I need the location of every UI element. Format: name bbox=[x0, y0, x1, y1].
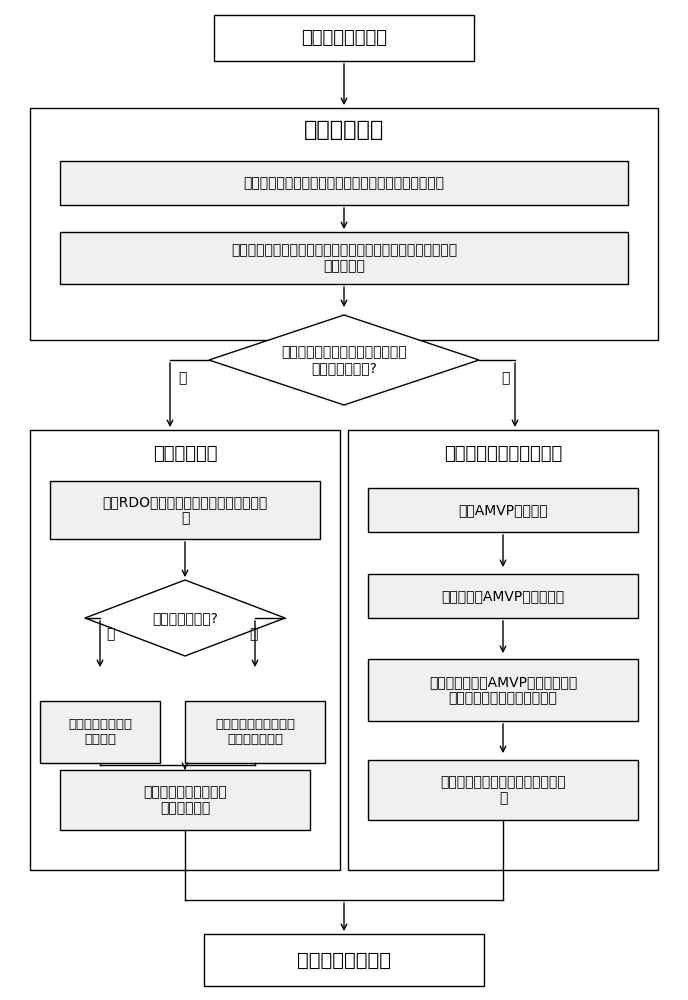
Text: 是: 是 bbox=[178, 371, 186, 385]
Text: 通过RDO准则选择最合适的融合模式索引
值: 通过RDO准则选择最合适的融合模式索引 值 bbox=[103, 495, 268, 525]
Text: 编码并传输运动矢量残差和残差数
据: 编码并传输运动矢量残差和残差数 据 bbox=[440, 775, 566, 805]
Text: 检测与当前编码块时域和空域相邻的已编码块是否存在: 检测与当前编码块时域和空域相邻的已编码块是否存在 bbox=[244, 176, 444, 190]
Bar bbox=[214, 15, 474, 61]
Bar bbox=[368, 488, 638, 532]
Polygon shape bbox=[209, 315, 479, 405]
Text: 编码标志位为零?: 编码标志位为零? bbox=[152, 611, 218, 625]
Bar bbox=[348, 430, 658, 870]
Text: 获得AMVP的候选值: 获得AMVP的候选值 bbox=[458, 503, 548, 517]
Bar bbox=[60, 232, 628, 284]
Polygon shape bbox=[85, 580, 285, 656]
Bar bbox=[60, 161, 628, 205]
Text: 将该索引值和残差数据
进行编码传输: 将该索引值和残差数据 进行编码传输 bbox=[143, 785, 227, 815]
Bar bbox=[40, 701, 160, 763]
Bar bbox=[204, 934, 484, 986]
Text: 当前编码块和周围编码块是否属于
同一个实际物体?: 当前编码块和周围编码块是否属于 同一个实际物体? bbox=[281, 345, 407, 375]
Text: 分析当前编码块的运动矢量和它周围已编码块的运动矢量之间
的几何关系: 分析当前编码块的运动矢量和它周围已编码块的运动矢量之间 的几何关系 bbox=[231, 243, 457, 273]
Bar bbox=[185, 701, 325, 763]
Text: 计算加权的AMVP作为预测值: 计算加权的AMVP作为预测值 bbox=[442, 589, 565, 603]
Text: 结束运动补偿预测: 结束运动补偿预测 bbox=[297, 950, 391, 970]
Text: 融合模式预测: 融合模式预测 bbox=[153, 445, 217, 463]
Text: 是: 是 bbox=[106, 627, 114, 641]
Text: 否: 否 bbox=[501, 371, 509, 385]
Text: 选择融合模式索引值不
再进行运动搜索: 选择融合模式索引值不 再进行运动搜索 bbox=[215, 718, 295, 746]
Text: 运动矢量约束: 运动矢量约束 bbox=[304, 120, 384, 140]
Bar bbox=[368, 659, 638, 721]
Bar bbox=[50, 481, 320, 539]
Text: 基于得到加权的AMVP预测值，通过
运动搜索得到最优的运动矢量: 基于得到加权的AMVP预测值，通过 运动搜索得到最优的运动矢量 bbox=[429, 675, 577, 705]
Bar bbox=[30, 430, 340, 870]
Text: 开始运动补偿预测: 开始运动补偿预测 bbox=[301, 29, 387, 47]
Text: 否: 否 bbox=[249, 627, 257, 641]
Bar bbox=[368, 760, 638, 820]
Bar bbox=[60, 770, 310, 830]
Text: 传输跳过模式标志
和索引值: 传输跳过模式标志 和索引值 bbox=[68, 718, 132, 746]
Bar bbox=[30, 108, 658, 340]
Text: 加权的高级运动矢量预测: 加权的高级运动矢量预测 bbox=[444, 445, 562, 463]
Bar bbox=[368, 574, 638, 618]
